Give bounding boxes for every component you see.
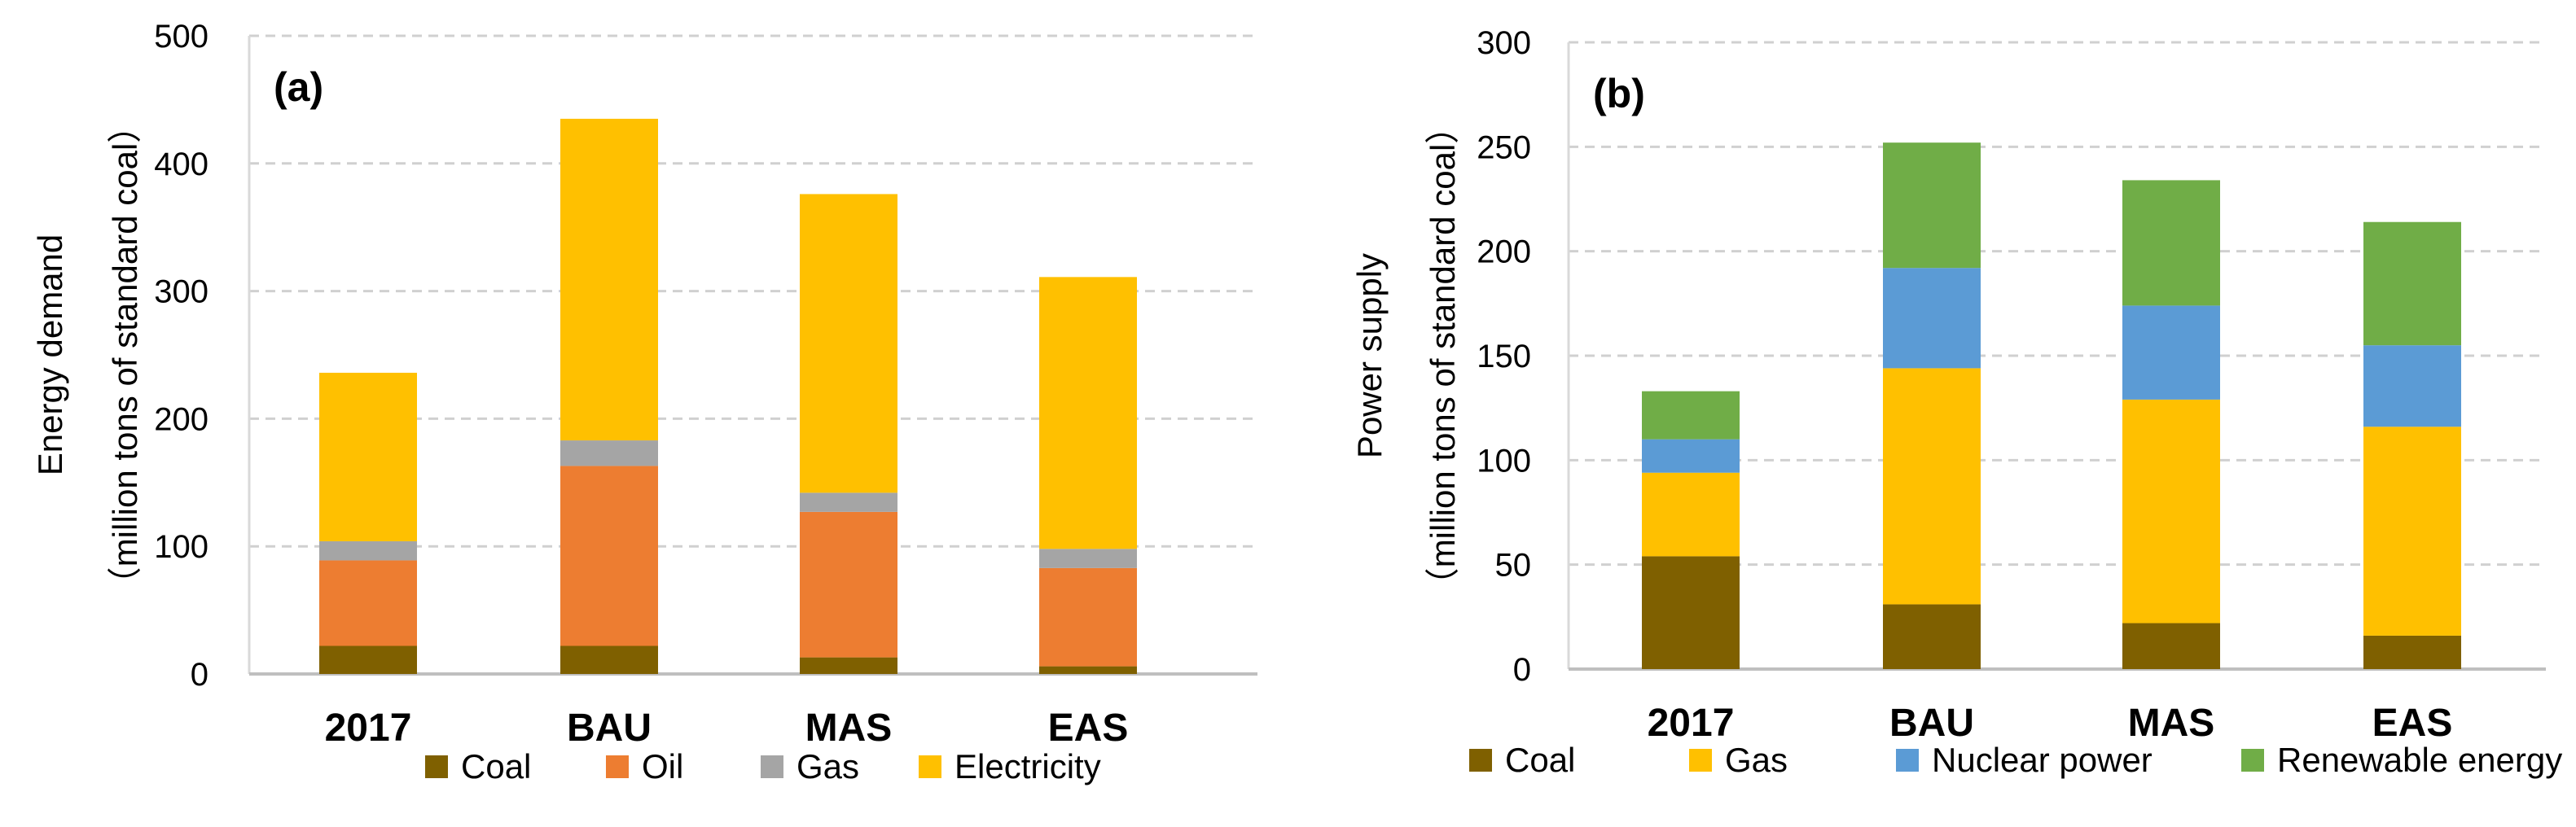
bar-oil-mas [800, 511, 897, 658]
x-category-label: MAS [2128, 702, 2215, 745]
bar-electricity-eas [1039, 277, 1137, 549]
y-axis-subtitle: （million tons of standard coal） [106, 109, 144, 602]
legend-swatch [606, 755, 629, 778]
legend-swatch [425, 755, 448, 778]
panel-label: (a) [274, 64, 323, 110]
legend-label: Nuclear power [1932, 741, 2153, 779]
bar-coal-2017 [1642, 556, 1740, 669]
bar-oil-bau [560, 466, 658, 646]
bar-gas-2017 [319, 540, 417, 561]
bar-nuclear-power-2017 [1642, 439, 1740, 473]
bar-oil-2017 [319, 560, 417, 646]
bar-renewable-energy-eas [2363, 221, 2461, 346]
bar-nuclear-power-mas [2122, 305, 2220, 400]
legend: Coal Gas Nuclear power Renewable energy [1469, 741, 2562, 779]
legend-label: Renewable energy [2277, 741, 2562, 779]
legend-swatch [761, 755, 783, 778]
bar-coal-mas [2122, 623, 2220, 669]
x-category-label: 2017 [1648, 702, 1735, 745]
x-category-label: 2017 [325, 707, 412, 750]
bar-gas-mas [2122, 399, 2220, 624]
bar-nuclear-power-bau [1883, 268, 1981, 369]
y-tick-label: 0 [191, 657, 208, 693]
legend-label: Electricity [954, 747, 1101, 785]
y-tick-label: 250 [1477, 129, 1531, 165]
bar-coal-mas [800, 657, 897, 674]
legend-swatch [919, 755, 941, 778]
y-tick-label: 0 [1513, 652, 1531, 688]
y-tick-label: 400 [154, 147, 208, 182]
x-category-label: BAU [567, 707, 652, 750]
legend-swatch [2241, 749, 2264, 772]
y-tick-label: 200 [1477, 234, 1531, 270]
y-tick-label: 300 [1477, 25, 1531, 61]
x-category-label: EAS [1048, 707, 1129, 750]
y-tick-label: 300 [154, 274, 208, 310]
y-tick-label: 100 [154, 529, 208, 565]
bar-gas-eas [2363, 427, 2461, 636]
bar-coal-bau [560, 645, 658, 674]
legend-swatch [1469, 749, 1492, 772]
bar-coal-eas [2363, 635, 2461, 669]
bar-gas-eas [1039, 549, 1137, 568]
x-category-label: BAU [1889, 702, 1974, 745]
legend-label: Coal [461, 747, 531, 785]
legend: Coal Oil Gas Electricity [425, 747, 1101, 785]
legend-swatch [1896, 749, 1919, 772]
bar-gas-bau [560, 440, 658, 466]
bar-coal-eas [1039, 666, 1137, 674]
bar-electricity-2017 [319, 372, 417, 541]
bar-nuclear-power-eas [2363, 345, 2461, 427]
y-axis-title: Power supply [1350, 253, 1389, 458]
chart-panel-a: 0 100 200 300 400 500 2017 BAU MAS EAS (a) Energy d… [31, 19, 1257, 785]
bar-gas-bau [1883, 368, 1981, 605]
bar-renewable-energy-2017 [1642, 391, 1740, 440]
y-tick-label: 100 [1477, 443, 1531, 479]
bar-renewable-energy-mas [2122, 180, 2220, 306]
x-category-label: MAS [805, 707, 893, 750]
bar-gas-2017 [1642, 472, 1740, 557]
y-tick-label: 50 [1495, 548, 1532, 584]
y-axis-title: Energy demand [31, 234, 69, 476]
bar-oil-eas [1039, 567, 1137, 667]
y-axis-subtitle: （million tons of standard coal） [1424, 110, 1462, 602]
bar-electricity-bau [560, 118, 658, 441]
bar-coal-2017 [319, 645, 417, 674]
y-tick-label: 500 [154, 19, 208, 55]
bar-renewable-energy-bau [1883, 142, 1981, 269]
legend-label: Oil [642, 747, 683, 785]
legend-swatch [1689, 749, 1712, 772]
chart-panel-b: 0 50 100 150 200 250 300 2017 BAU MAS EAS (b) Power … [1350, 25, 2562, 779]
x-category-label: EAS [2372, 702, 2453, 745]
y-tick-label: 150 [1477, 339, 1531, 374]
legend-label: Gas [1725, 741, 1788, 779]
bar-electricity-mas [800, 194, 897, 493]
bar-coal-bau [1883, 604, 1981, 669]
bar-gas-mas [800, 492, 897, 512]
legend-label: Gas [796, 747, 859, 785]
legend-label: Coal [1505, 741, 1575, 779]
panel-label: (b) [1593, 71, 1645, 116]
y-tick-label: 200 [154, 401, 208, 437]
